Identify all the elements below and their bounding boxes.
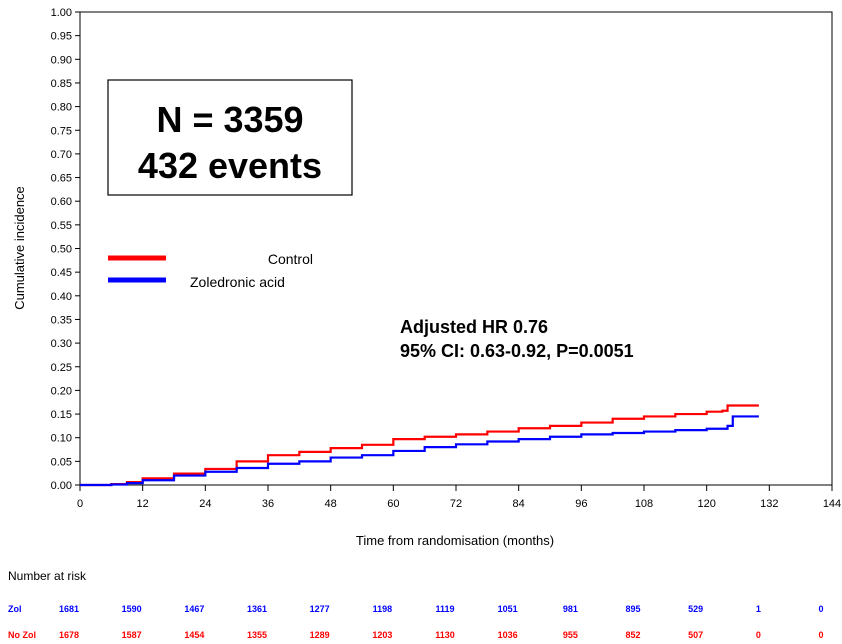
x-tick-label: 60 (387, 498, 399, 510)
x-tick-label: 36 (262, 498, 274, 510)
x-tick-label: 144 (823, 498, 841, 510)
y-axis-title: Cumulative incidence (12, 186, 27, 310)
risk-table: Zol 1681 1590 1467 1361 1277 1198 1119 1051 981 89… (8, 604, 824, 640)
summary-n-text: N = 3359 (156, 99, 303, 140)
x-tick-label: 12 (137, 498, 149, 510)
series-line-control (80, 404, 759, 487)
x-tick-label: 132 (760, 498, 778, 510)
y-tick-label: 0.30 (51, 338, 72, 350)
risk-value: 1590 (122, 604, 142, 614)
risk-value: 1051 (498, 604, 518, 614)
risk-value: 1203 (372, 630, 392, 640)
series-layer (80, 404, 759, 487)
y-tick-label: 0.90 (51, 54, 72, 66)
x-tick-label: 84 (513, 498, 525, 510)
risk-value: 507 (688, 630, 703, 640)
y-tick-label: 0.10 (51, 433, 72, 445)
y-tick-label: 0.75 (51, 125, 72, 137)
risk-value: 1467 (184, 604, 204, 614)
y-tick-label: 0.55 (51, 220, 72, 232)
y-tick-label: 0.05 (51, 456, 72, 468)
risk-value: 1678 (59, 630, 79, 640)
risk-row-label: No Zol (8, 630, 36, 640)
risk-table-title: Number at risk (8, 569, 87, 583)
risk-value: 1361 (247, 604, 267, 614)
y-tick-label: 0.80 (51, 102, 72, 114)
y-tick-label: 0.60 (51, 196, 72, 208)
legend-label-control: Control (268, 251, 313, 267)
x-tick-label: 108 (635, 498, 653, 510)
risk-value: 529 (688, 604, 703, 614)
hr-text: Adjusted HR 0.76 (400, 317, 548, 337)
x-tick-label: 72 (450, 498, 462, 510)
y-tick-label: 0.95 (51, 31, 72, 43)
y-tick-label: 0.40 (51, 291, 72, 303)
risk-value: 1355 (247, 630, 267, 640)
y-tick-label: 0.70 (51, 149, 72, 161)
legend-label-zoledronic: Zoledronic acid (190, 274, 285, 290)
x-axis-ticks: 0 12 24 36 48 60 72 84 96 108 120 132 144 (77, 485, 841, 510)
risk-value: 852 (625, 630, 640, 640)
x-tick-label: 48 (325, 498, 337, 510)
y-tick-label: 0.65 (51, 173, 72, 185)
risk-value: 1198 (373, 604, 393, 614)
y-tick-label: 0.35 (51, 314, 72, 326)
risk-value: 1 (756, 604, 761, 614)
y-tick-label: 0.50 (51, 244, 72, 256)
y-tick-label: 0.00 (51, 480, 72, 492)
summary-box (107, 79, 353, 196)
x-tick-label: 0 (77, 498, 83, 510)
x-tick-label: 96 (575, 498, 587, 510)
y-tick-label: 0.45 (51, 267, 72, 279)
x-tick-label: 120 (697, 498, 715, 510)
risk-value: 1289 (310, 630, 330, 640)
risk-value: 0 (756, 630, 761, 640)
y-tick-label: 0.85 (51, 78, 72, 90)
risk-value: 1277 (310, 604, 330, 614)
risk-value: 955 (563, 630, 578, 640)
risk-value: 0 (818, 630, 823, 640)
risk-value: 1587 (122, 630, 142, 640)
risk-value: 1454 (184, 630, 204, 640)
risk-value: 0 (818, 604, 823, 614)
x-axis-title: Time from randomisation (months) (356, 533, 554, 548)
y-tick-label: 0.15 (51, 409, 72, 421)
y-axis-ticks: 0.00 0.05 0.10 0.15 0.20 0.25 0.30 0.35 0.40 0.45… (51, 7, 80, 492)
y-tick-label: 0.25 (51, 362, 72, 374)
y-tick-label: 0.20 (51, 385, 72, 397)
summary-events-text: 432 events (138, 145, 322, 186)
risk-row-label: Zol (8, 604, 22, 614)
risk-value: 1036 (498, 630, 518, 640)
risk-value: 1119 (435, 604, 454, 614)
risk-value: 1130 (435, 630, 455, 640)
x-tick-label: 24 (199, 498, 211, 510)
y-tick-label: 1.00 (51, 7, 72, 19)
risk-value: 1681 (59, 604, 79, 614)
series-line-zoledronic-acid (80, 415, 759, 487)
ci-text: 95% CI: 0.63-0.92, P=0.0051 (400, 341, 634, 361)
risk-value: 895 (625, 604, 640, 614)
risk-value: 981 (563, 604, 578, 614)
